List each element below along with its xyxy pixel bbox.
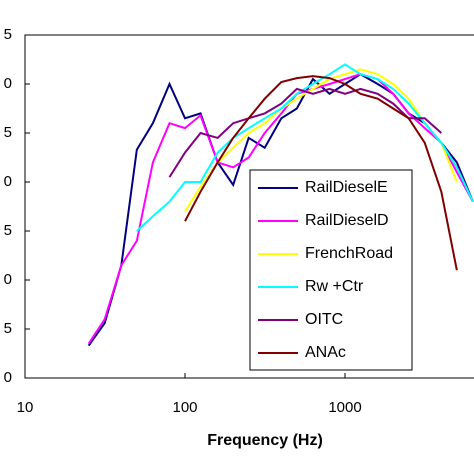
x-tick-label: 10	[17, 399, 34, 416]
series-line	[168, 87, 443, 178]
y-tick-label: 5	[4, 26, 12, 43]
legend-label: RailDieselE	[305, 179, 388, 196]
x-axis-label: Frequency (Hz)	[207, 432, 323, 449]
y-tick-label: 5	[4, 124, 12, 141]
legend-label: FrenchRoad	[305, 245, 393, 262]
series-line	[87, 73, 474, 345]
legend-label: Rw +Ctr	[305, 278, 364, 295]
y-tick-label: 0	[4, 271, 12, 288]
y-tick-label: 0	[4, 369, 12, 386]
series-line	[184, 75, 458, 271]
y-tick-label: 5	[4, 222, 12, 239]
legend-label: OITC	[305, 311, 343, 328]
series-line	[136, 63, 474, 232]
y-tick-label: 0	[4, 173, 12, 190]
legend-label: RailDieselD	[305, 212, 389, 229]
legend-box	[249, 169, 413, 371]
x-tick-label: 100	[172, 399, 197, 416]
series-line	[184, 68, 458, 212]
y-tick-label: 5	[4, 320, 12, 337]
x-tick-label: 1000	[328, 399, 361, 416]
y-tick-label: 0	[4, 75, 12, 92]
legend-label: ANAc	[305, 344, 346, 361]
plot-frame	[24, 34, 474, 379]
